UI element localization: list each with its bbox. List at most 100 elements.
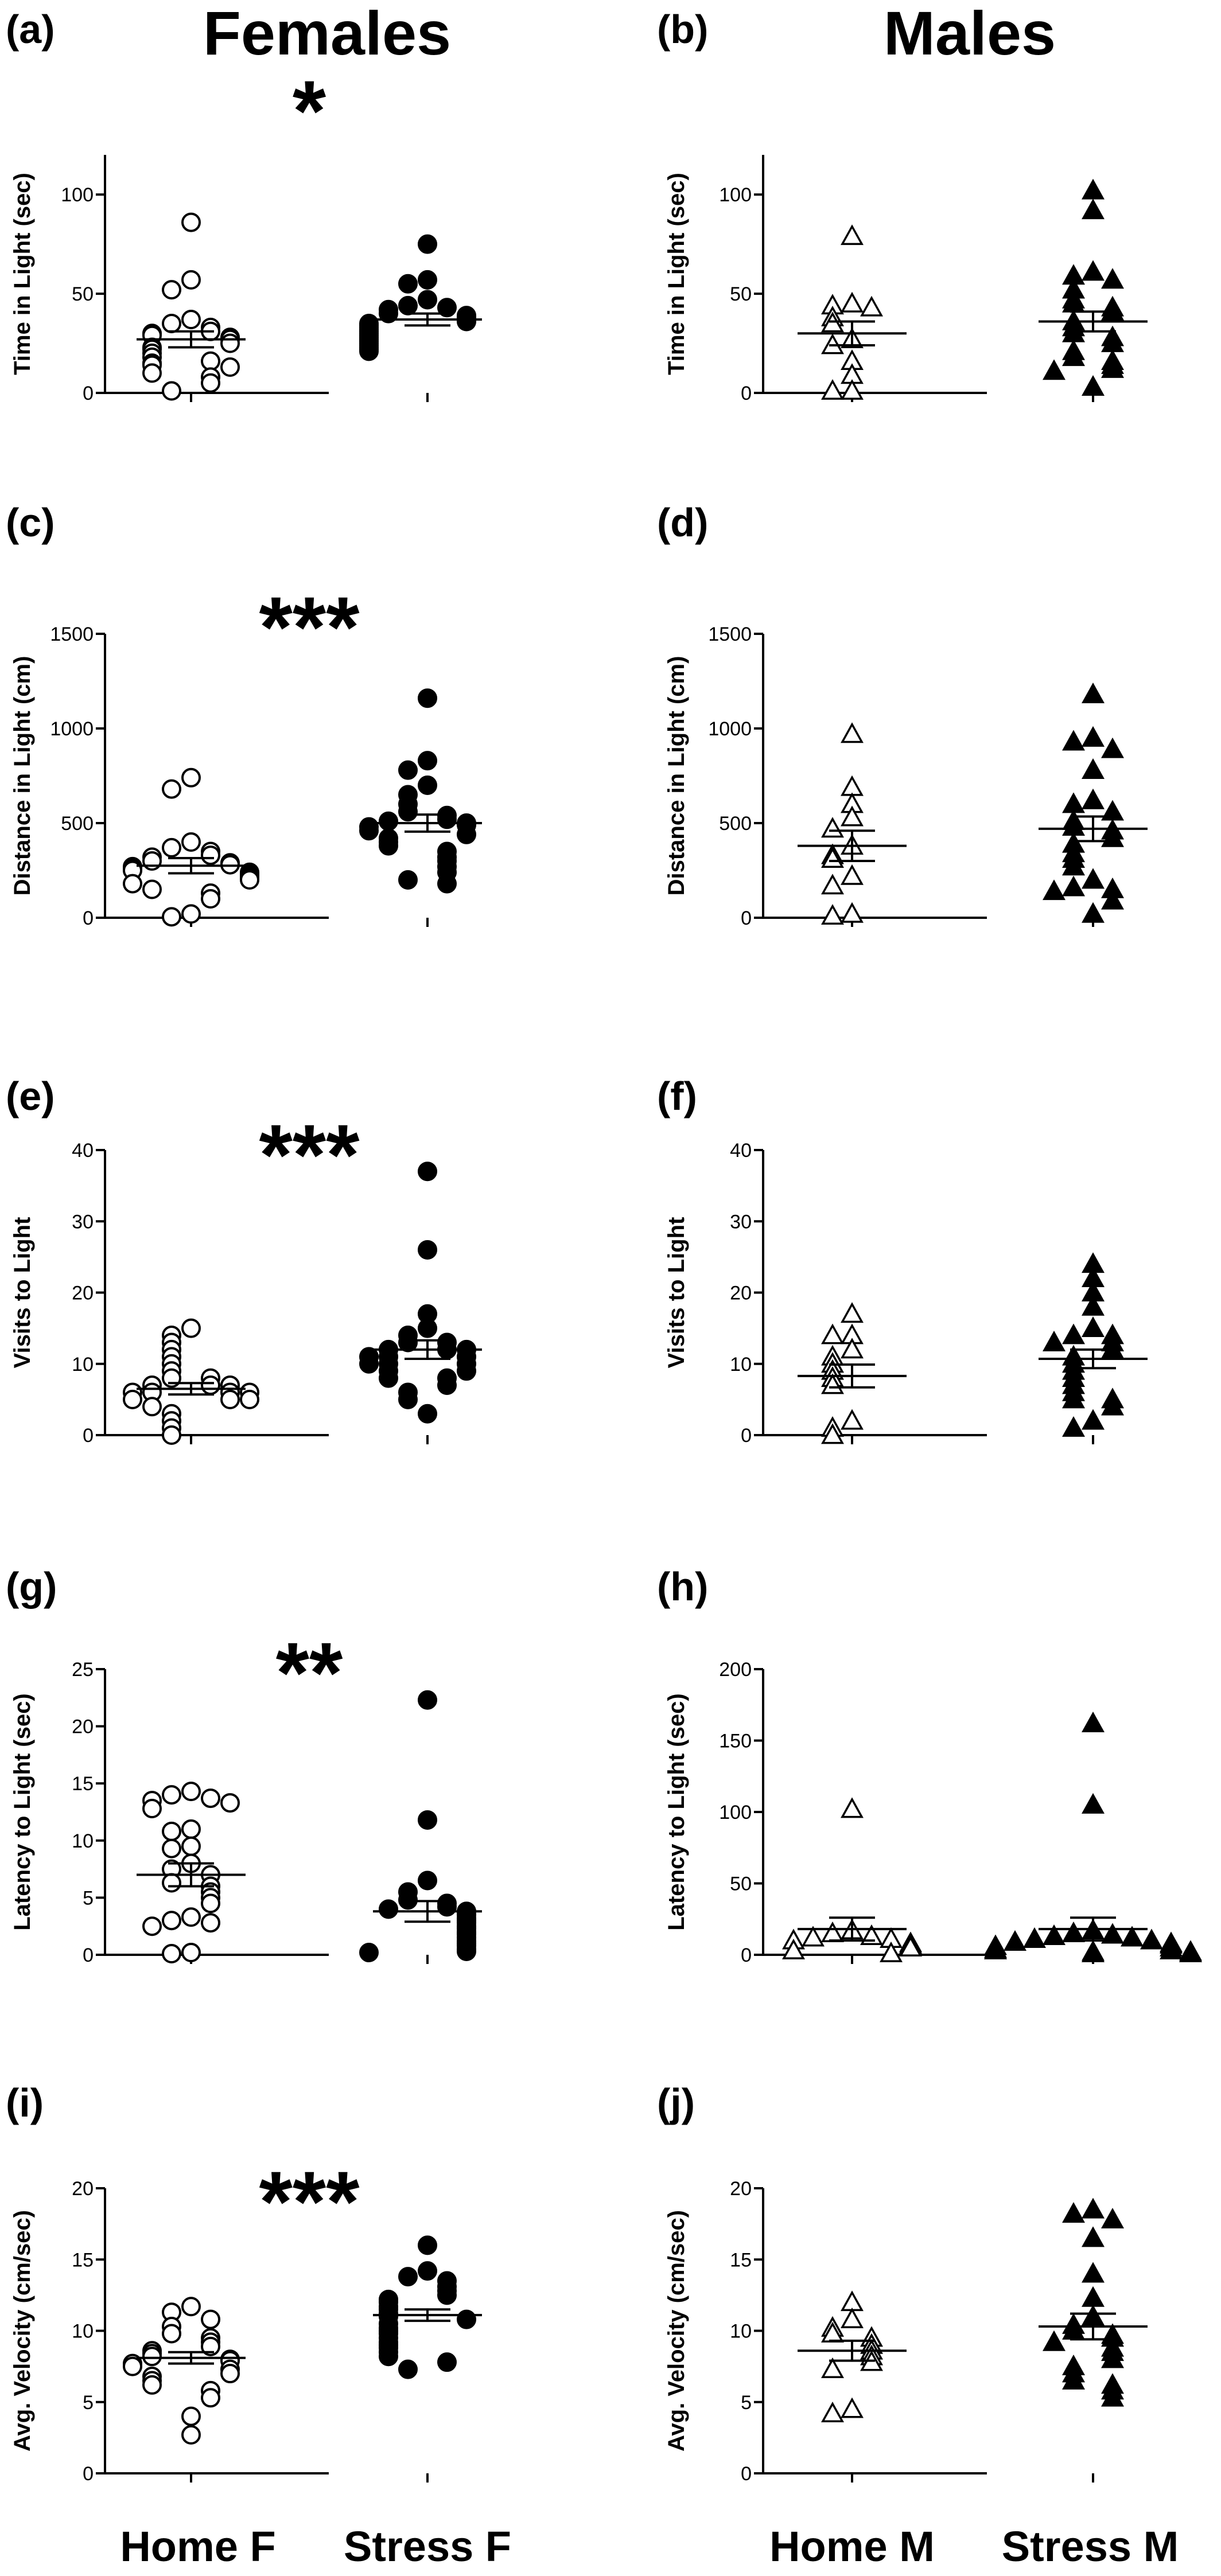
data-point [418,1810,437,1830]
data-point [359,341,379,361]
data-point [418,751,437,771]
y-axis-label: Distance in Light (cm) [10,656,35,896]
panel-c: (c) 0 500 1000 1500 Distance in Light (cm) *** [6,500,482,929]
y-tick-label: 50 [72,283,94,305]
data-point [1082,1712,1105,1732]
y-tick-label: 20 [730,1283,752,1304]
y-tick-label: 10 [72,1354,94,1375]
y-tick-label: 40 [730,1140,752,1162]
data-point [398,2359,418,2379]
data-point [437,2352,457,2372]
data-point [841,224,864,245]
data-point [821,1423,844,1444]
data-point [1082,178,1105,200]
data-point [181,310,201,330]
data-point [162,837,181,858]
data-point [1062,730,1085,751]
data-point [1082,2226,1105,2247]
data-point [1062,345,1085,367]
y-tick-label: 100 [61,184,94,206]
data-point [162,1873,181,1893]
males-header: Males [884,0,1056,68]
y-tick-label: 5 [741,2392,752,2414]
data-point [162,2324,181,2344]
panel-label: (c) [6,500,55,545]
y-axis-label: Time in Light (sec) [664,173,689,375]
data-point [1082,758,1105,779]
data-point [142,2347,162,2367]
data-point [418,2235,437,2255]
data-point [1101,2347,1124,2368]
y-tick-label: 30 [72,1211,94,1233]
data-point [457,311,476,332]
data-point [418,270,437,290]
significance-marker: *** [259,2153,360,2250]
data-point [240,870,259,890]
data-point [821,874,844,895]
panel-j: (j) 0 5 10 15 20 Avg. Velocity (cm/sec) [657,2080,1148,2485]
y-axis-label: Latency to Light (sec) [10,1693,35,1930]
significance-marker: *** [259,1106,360,1203]
data-point [821,2357,844,2378]
data-point [181,1318,201,1338]
data-point [1062,2368,1085,2390]
data-point [418,2261,437,2281]
y-axis-label: Time in Light (sec) [10,173,35,375]
y-tick-label: 25 [72,1659,94,1681]
data-point [201,373,220,393]
y-tick-label: 15 [730,2249,752,2271]
data-point [418,290,437,310]
panel-e: (e) 0 10 20 30 40 Visits to Light *** [6,1074,482,1447]
data-point [162,1425,181,1445]
data-point [379,1368,398,1388]
data-point [1101,888,1124,910]
data-point [418,234,437,254]
data-point [142,879,162,899]
data-point [841,2290,864,2312]
data-point [1004,1930,1026,1951]
y-tick-label: 5 [83,2392,94,2414]
data-point [437,298,457,318]
panel-label: (e) [6,1074,55,1119]
data-point [1043,1330,1066,1351]
significance-marker: * [293,63,326,159]
data-point [1082,1941,1105,1962]
panel-h: (h) 0 50 100 150 200 Latency to Light (sec) [657,1564,1202,1966]
data-point [1082,2286,1105,2307]
y-tick-label: 20 [72,2178,94,2200]
y-tick-label: 1000 [50,718,94,740]
data-point [162,1785,181,1805]
data-point [162,1821,181,1841]
data-point [437,1375,457,1396]
data-point [181,2425,201,2445]
data-point [821,2402,844,2422]
data-point [1179,1941,1202,1962]
data-point [1043,1924,1066,1945]
data-point [398,802,418,822]
data-point [1062,1922,1085,1942]
data-point [1101,1394,1124,1416]
data-point [379,2347,398,2367]
data-point [220,1793,240,1813]
data-point [841,805,864,827]
data-point [398,760,418,780]
data-point [398,274,418,294]
panel-label: (g) [6,1564,57,1609]
panel-label: (b) [657,7,708,52]
data-point [1082,726,1105,747]
data-point [162,381,181,401]
data-point [1101,1923,1124,1944]
data-point [418,1240,437,1260]
data-point [181,904,201,924]
data-point [821,817,844,838]
y-tick-label: 40 [72,1140,94,1162]
data-point [181,270,201,290]
data-point [162,907,181,927]
data-point [418,688,437,708]
y-tick-label: 500 [719,813,752,835]
data-point [1101,2208,1124,2229]
panel-label: (d) [657,500,708,545]
data-point [841,722,864,743]
